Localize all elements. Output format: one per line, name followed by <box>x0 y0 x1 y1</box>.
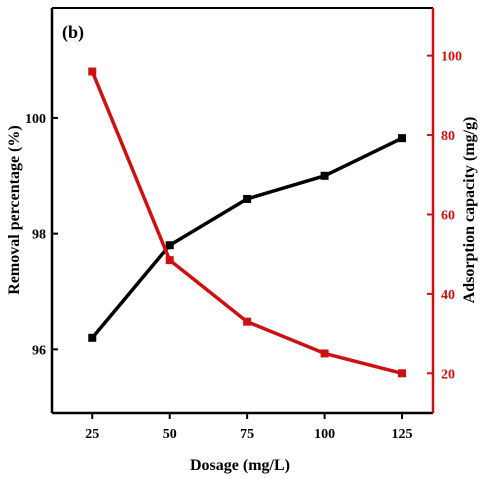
right-tick-label: 60 <box>441 208 455 223</box>
adsorption-point <box>243 317 252 326</box>
left-tick-label: 100 <box>25 112 46 127</box>
adsorption-point <box>88 67 97 76</box>
x-tick-label: 25 <box>85 427 99 442</box>
adsorption-capacity-line <box>90 70 403 375</box>
removal-point <box>243 194 252 203</box>
x-axis-ticks: 25 50 75 100 125 <box>85 413 413 442</box>
right-tick-label: 100 <box>441 50 462 65</box>
left-tick-label: 98 <box>32 228 46 243</box>
x-tick-label: 75 <box>240 427 254 442</box>
x-tick-label: 100 <box>314 427 335 442</box>
x-tick-label: 50 <box>163 427 177 442</box>
adsorption-point <box>398 369 407 378</box>
adsorption-point <box>320 349 329 358</box>
removal-percentage-line <box>90 136 403 339</box>
removal-point <box>165 241 174 250</box>
left-axis-title: Removal percentage (%) <box>6 125 23 294</box>
left-axis-ticks: 96 98 100 <box>25 112 58 358</box>
right-axis-ticks: 20 40 60 80 100 <box>427 50 462 382</box>
right-tick-label: 80 <box>441 129 455 144</box>
removal-point <box>88 333 97 342</box>
x-axis-title: Dosage (mg/L) <box>190 457 290 474</box>
series-layer <box>88 67 407 378</box>
right-tick-label: 20 <box>441 367 455 382</box>
right-axis-title: Adsorption capacity (mg/g) <box>461 117 478 304</box>
plot-frame <box>50 7 435 415</box>
x-tick-label: 125 <box>392 427 413 442</box>
adsorption-point <box>165 256 174 265</box>
left-tick-label: 96 <box>32 343 46 358</box>
removal-point <box>320 171 329 180</box>
right-tick-label: 40 <box>441 288 455 303</box>
panel-label: (b) <box>62 22 84 43</box>
removal-point <box>398 134 407 143</box>
